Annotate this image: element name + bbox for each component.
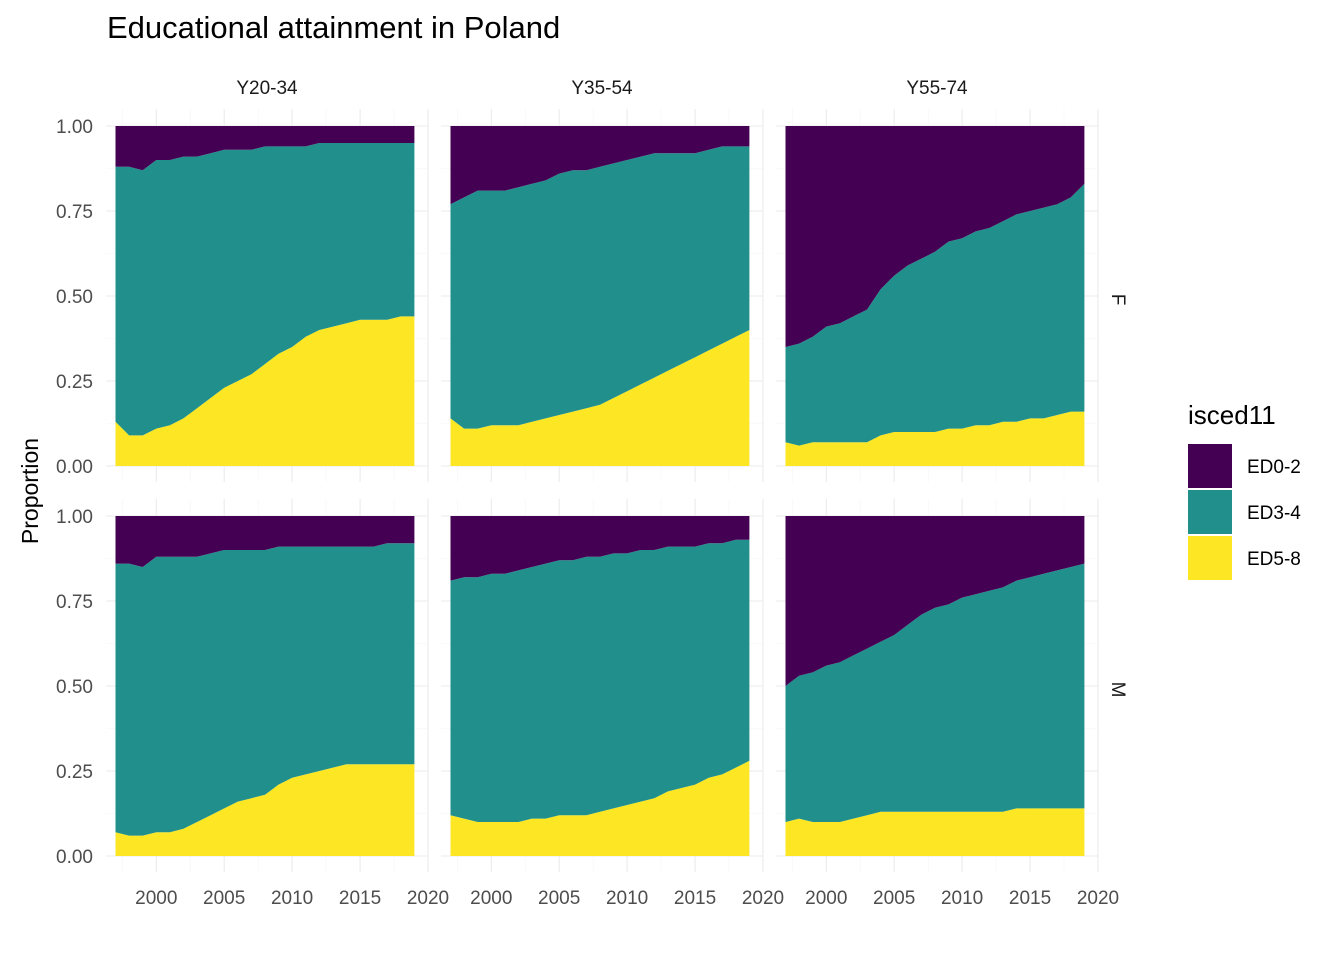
x-tick-label: 2015 <box>339 888 381 909</box>
row-strip-label: M <box>1107 682 1128 698</box>
y-tick-label: 0.25 <box>56 372 93 393</box>
x-tick-label: 2020 <box>742 888 784 909</box>
legend-label: ED0-2 <box>1247 457 1301 478</box>
y-tick-label: 0.00 <box>56 457 93 478</box>
chart-title: Educational attainment in Poland <box>107 10 561 45</box>
panel-Y35-54-M <box>441 499 764 872</box>
panel-Y55-74-M <box>776 499 1099 872</box>
area-ED3-4 <box>785 563 1085 822</box>
area-ED5-8 <box>450 760 750 856</box>
area-ED0-2 <box>785 516 1085 686</box>
area-ED5-8 <box>115 316 415 466</box>
column-strip-label: Y20-34 <box>236 78 298 99</box>
area-ED5-8 <box>450 330 750 466</box>
area-ED3-4 <box>785 183 1085 446</box>
y-tick-label: 0.75 <box>56 592 93 613</box>
area-ED0-2 <box>115 126 415 171</box>
column-strip-label: Y55-74 <box>906 78 968 99</box>
area-ED3-4 <box>450 539 750 822</box>
x-tick-label: 2015 <box>1009 888 1051 909</box>
column-strip-label: Y35-54 <box>571 78 633 99</box>
legend-key-ED5-8 <box>1188 536 1232 580</box>
x-tick-label: 2000 <box>135 888 177 909</box>
y-tick-label: 0.00 <box>56 847 93 868</box>
legend-key-ED3-4 <box>1188 490 1232 534</box>
y-tick-label: 0.25 <box>56 762 93 783</box>
y-tick-label: 0.75 <box>56 202 93 223</box>
row-strip-label: F <box>1107 294 1128 306</box>
legend-label: ED5-8 <box>1247 549 1301 570</box>
x-tick-label: 2005 <box>203 888 245 909</box>
axes-layer: Y20-34 Y35-54 Y55-74 F M 0.00 0.25 0.50 0.75 1.00… <box>56 78 1128 909</box>
area-ED5-8 <box>785 808 1085 856</box>
y-axis-title: Proportion <box>17 438 43 544</box>
area-ED3-4 <box>450 146 750 429</box>
y-tick-label: 1.00 <box>56 117 93 138</box>
y-tick-label: 1.00 <box>56 507 93 528</box>
x-tick-label: 2000 <box>470 888 512 909</box>
legend-label: ED3-4 <box>1247 503 1301 524</box>
panels-layer <box>106 109 1099 872</box>
y-tick-label: 0.50 <box>56 287 93 308</box>
x-tick-label: 2005 <box>538 888 580 909</box>
area-ED3-4 <box>115 143 415 436</box>
legend-title: isced11 <box>1188 400 1276 430</box>
area-ED0-2 <box>450 126 750 205</box>
area-ED5-8 <box>115 764 415 856</box>
x-tick-label: 2010 <box>271 888 313 909</box>
legend: isced11 ED0-2 ED3-4 ED5-8 <box>1188 400 1301 580</box>
x-tick-label: 2010 <box>941 888 983 909</box>
area-ED5-8 <box>785 411 1085 466</box>
x-tick-label: 2020 <box>407 888 449 909</box>
panel-Y55-74-F <box>776 109 1099 482</box>
panel-Y20-34-M <box>106 499 429 872</box>
area-ED0-2 <box>785 126 1085 347</box>
legend-key-ED0-2 <box>1188 444 1232 488</box>
x-tick-label: 2005 <box>873 888 915 909</box>
x-tick-label: 2010 <box>606 888 648 909</box>
x-tick-label: 2000 <box>805 888 847 909</box>
y-tick-label: 0.50 <box>56 677 93 698</box>
x-tick-label: 2020 <box>1077 888 1119 909</box>
panel-Y35-54-F <box>441 109 764 482</box>
area-ED3-4 <box>115 543 415 836</box>
panel-Y20-34-F <box>106 109 429 482</box>
area-ED0-2 <box>450 516 750 581</box>
area-ED0-2 <box>115 516 415 567</box>
x-tick-label: 2015 <box>674 888 716 909</box>
